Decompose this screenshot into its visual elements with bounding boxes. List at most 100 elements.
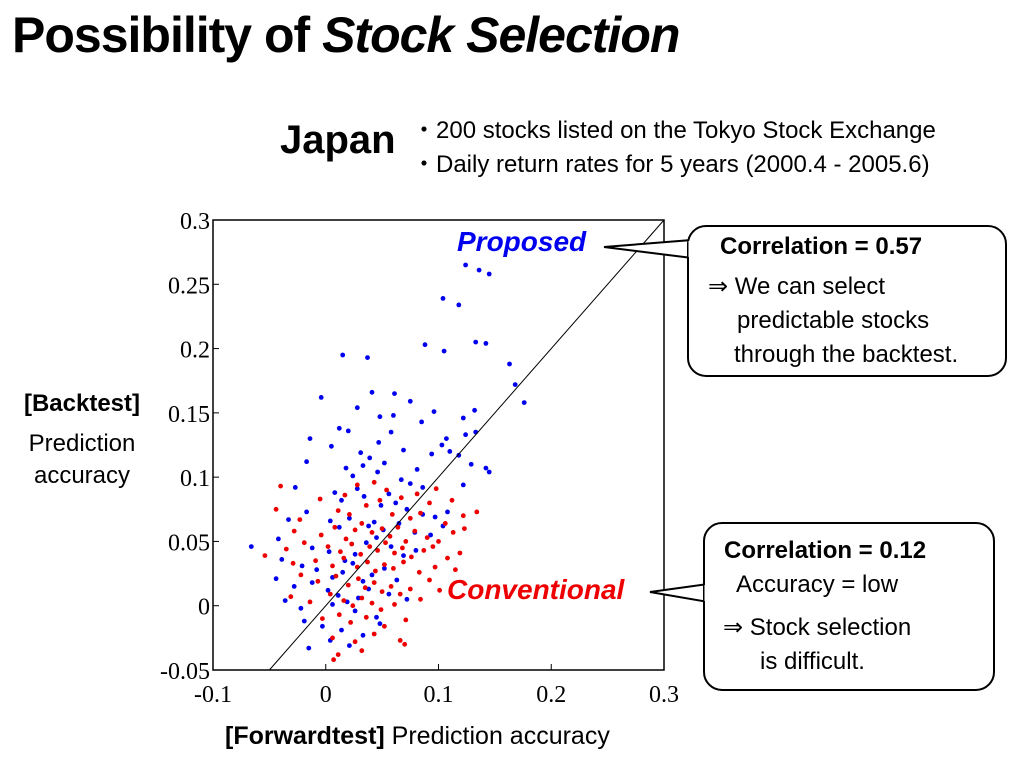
conventional-point [283,546,289,552]
proposed-point [414,467,420,472]
conventional-point [416,569,422,575]
proposed-point [386,491,392,497]
conventional-point [392,550,397,556]
proposed-point [392,391,397,396]
proposed-point [326,549,332,555]
conventional-point [301,540,307,546]
proposed-point [476,267,482,273]
conventional-point [320,616,325,621]
conventional-point [325,544,331,549]
conventional-point [335,652,341,657]
callout-conventional-heading: Correlation = 0.12 [724,537,927,564]
callout-connectors [603,238,709,604]
conventional-point [460,513,466,519]
y-tick-label: 0.25 [168,273,210,299]
conventional-point [395,524,401,530]
proposed-point [472,407,477,413]
proposed-point [463,262,468,268]
conventional-point [298,572,304,578]
conventional-point [349,541,355,547]
conventional-point [371,580,377,585]
x-axis-label-bold: [Forwardtest] [225,722,385,750]
proposed-point [396,521,402,526]
conventional-point [330,635,335,641]
conventional-point [379,526,385,531]
y-axis-label-line3: accuracy [33,462,131,489]
proposed-point [369,389,375,395]
conventional-point [369,530,375,535]
proposed-point [366,523,371,529]
y-tick-label: 0.1 [180,466,210,492]
series-label-conventional: Conventional [447,574,625,605]
proposed-point [301,618,307,624]
conventional-point [288,594,294,600]
proposed-point [365,355,370,360]
proposed-point [473,339,479,345]
conventional-point [398,495,404,501]
conventional-point [362,585,368,591]
proposed-point [439,442,445,448]
proposed-point [273,576,279,582]
proposed-point [483,341,489,346]
conventional-point [297,517,303,522]
y-axis-label-bold: [Backtest] [23,390,141,417]
conventional-point [433,486,439,492]
series-label-proposed: Proposed [457,226,587,257]
conventional-point [427,500,432,506]
conventional-point [262,553,268,558]
proposed-point [382,460,387,466]
conventional-point [333,573,339,579]
conventional-point [278,483,283,489]
proposed-point [432,514,438,520]
conventional-point [409,554,414,560]
proposed-point [483,465,489,471]
proposed-point [460,415,466,421]
conventional-point [378,607,384,612]
conventional-point [291,528,297,534]
proposed-point [473,429,479,435]
conventional-point [354,482,360,488]
proposed-point [388,544,394,549]
x-axis-label: [Forwardtest] Prediction accuracy [225,722,610,751]
conventional-point [352,527,358,533]
conventional-point [373,568,378,574]
proposed-point [339,627,344,633]
conventional-point [341,555,347,561]
conventional-point [369,600,375,606]
proposed-point [407,481,413,486]
x-tick-label: 0.1 [424,682,454,708]
conventional-point [382,562,387,567]
conventional-point [350,603,356,609]
proposed-point [386,591,392,597]
proposed-point [374,535,379,540]
x-tick-label: 0 [320,682,332,708]
proposed-point [309,580,315,585]
conventional-point [379,589,385,594]
proposed-point [378,503,384,508]
x-tick-label: 0.3 [649,682,679,708]
conventional-point [359,648,365,654]
proposed-point [428,532,433,538]
y-tick-label: 0.2 [180,338,210,364]
proposed-point [286,517,291,522]
conventional-point [430,544,436,549]
proposed-point [340,569,346,575]
proposed-point [354,405,360,411]
conventional-point [384,487,389,493]
conventional-point [450,530,456,535]
proposed-point [347,515,352,521]
proposed-point [320,623,325,629]
conventional-point [442,521,448,526]
title-plain: Possibility of [12,7,323,63]
conventional-point [402,641,408,647]
proposed-point [304,459,309,465]
conventional-point [290,560,296,566]
proposed-point [440,523,446,529]
conventional-point [383,540,388,546]
conventional-point [335,508,341,513]
conventional-point [354,564,360,570]
conventional-point [445,555,450,561]
proposed-point [431,409,437,414]
proposed-point [306,645,312,651]
conventional-point [371,479,377,485]
